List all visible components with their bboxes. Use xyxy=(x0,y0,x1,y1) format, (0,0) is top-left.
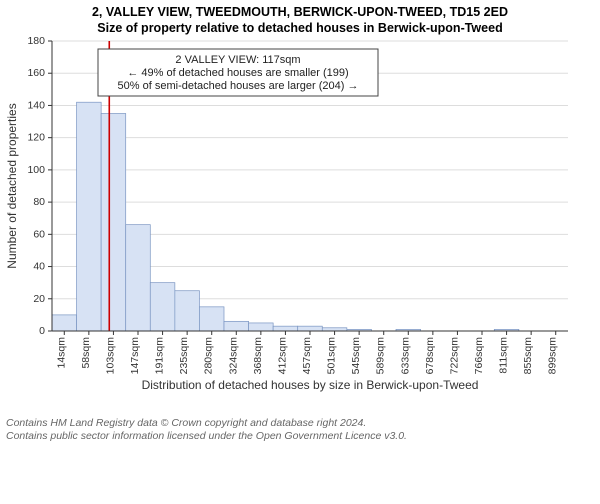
x-tick-label: 545sqm xyxy=(350,336,362,374)
chart-container: 0 20 40 60 80 100 120 140 160 180 14sqm 58sqm 103sqm… xyxy=(0,37,600,413)
bar xyxy=(175,290,200,330)
svg-text:60: 60 xyxy=(33,228,45,240)
svg-text:40: 40 xyxy=(33,260,45,272)
bar xyxy=(249,322,274,330)
x-tick-label: 633sqm xyxy=(399,336,411,374)
x-tick-label: 811sqm xyxy=(498,336,510,373)
x-tick-label: 147sqm xyxy=(129,336,141,374)
svg-text:80: 80 xyxy=(33,196,45,208)
x-tick-label: 678sqm xyxy=(424,336,436,374)
bar xyxy=(298,326,323,331)
x-tick-label: 457sqm xyxy=(301,336,313,374)
bar xyxy=(126,224,151,330)
svg-text:140: 140 xyxy=(27,99,45,111)
svg-text:20: 20 xyxy=(33,292,45,304)
footer-line1: Contains HM Land Registry data © Crown c… xyxy=(6,417,594,431)
x-tick-label: 368sqm xyxy=(252,336,264,374)
bar xyxy=(77,102,102,331)
x-tick-label: 14sqm xyxy=(55,336,67,368)
svg-text:120: 120 xyxy=(27,131,45,143)
bar xyxy=(150,282,175,330)
histogram-chart: 0 20 40 60 80 100 120 140 160 180 14sqm 58sqm 103sqm… xyxy=(0,37,600,413)
page-title-line1: 2, VALLEY VIEW, TWEEDMOUTH, BERWICK-UPON… xyxy=(0,4,600,20)
x-tick-label: 58sqm xyxy=(80,336,92,368)
svg-text:160: 160 xyxy=(27,67,45,79)
page-title-line2: Size of property relative to detached ho… xyxy=(0,20,600,36)
svg-text:180: 180 xyxy=(27,37,45,47)
footer-line2: Contains public sector information licen… xyxy=(6,430,594,444)
x-tick-label: 412sqm xyxy=(276,336,288,374)
x-tick-label: 899sqm xyxy=(547,336,559,374)
x-tick-label: 855sqm xyxy=(522,336,534,374)
x-tick-label: 722sqm xyxy=(448,336,460,374)
attribution-footer: Contains HM Land Registry data © Crown c… xyxy=(0,413,600,444)
x-tick-label: 766sqm xyxy=(473,336,485,374)
svg-text:100: 100 xyxy=(27,163,45,175)
bar xyxy=(101,113,126,331)
x-tick-label: 235sqm xyxy=(178,336,190,374)
x-tick-label: 191sqm xyxy=(154,336,166,374)
bar xyxy=(199,306,224,330)
annotation-line: 2 VALLEY VIEW: 117sqm xyxy=(175,54,300,66)
x-tick-label: 280sqm xyxy=(203,336,215,374)
x-tick-label: 589sqm xyxy=(375,336,387,374)
x-tick-label: 103sqm xyxy=(104,336,116,374)
bar xyxy=(52,314,77,330)
svg-text:0: 0 xyxy=(39,325,45,337)
bar xyxy=(224,321,249,331)
y-axis-label: Number of detached properties xyxy=(5,103,19,268)
x-axis-label: Distribution of detached houses by size … xyxy=(142,378,479,392)
bar xyxy=(273,326,298,331)
annotation-line: 50% of semi-detached houses are larger (… xyxy=(118,80,359,92)
x-tick-label: 324sqm xyxy=(227,336,239,374)
annotation-line: ← 49% of detached houses are smaller (19… xyxy=(127,67,348,79)
x-tick-label: 501sqm xyxy=(326,336,338,374)
